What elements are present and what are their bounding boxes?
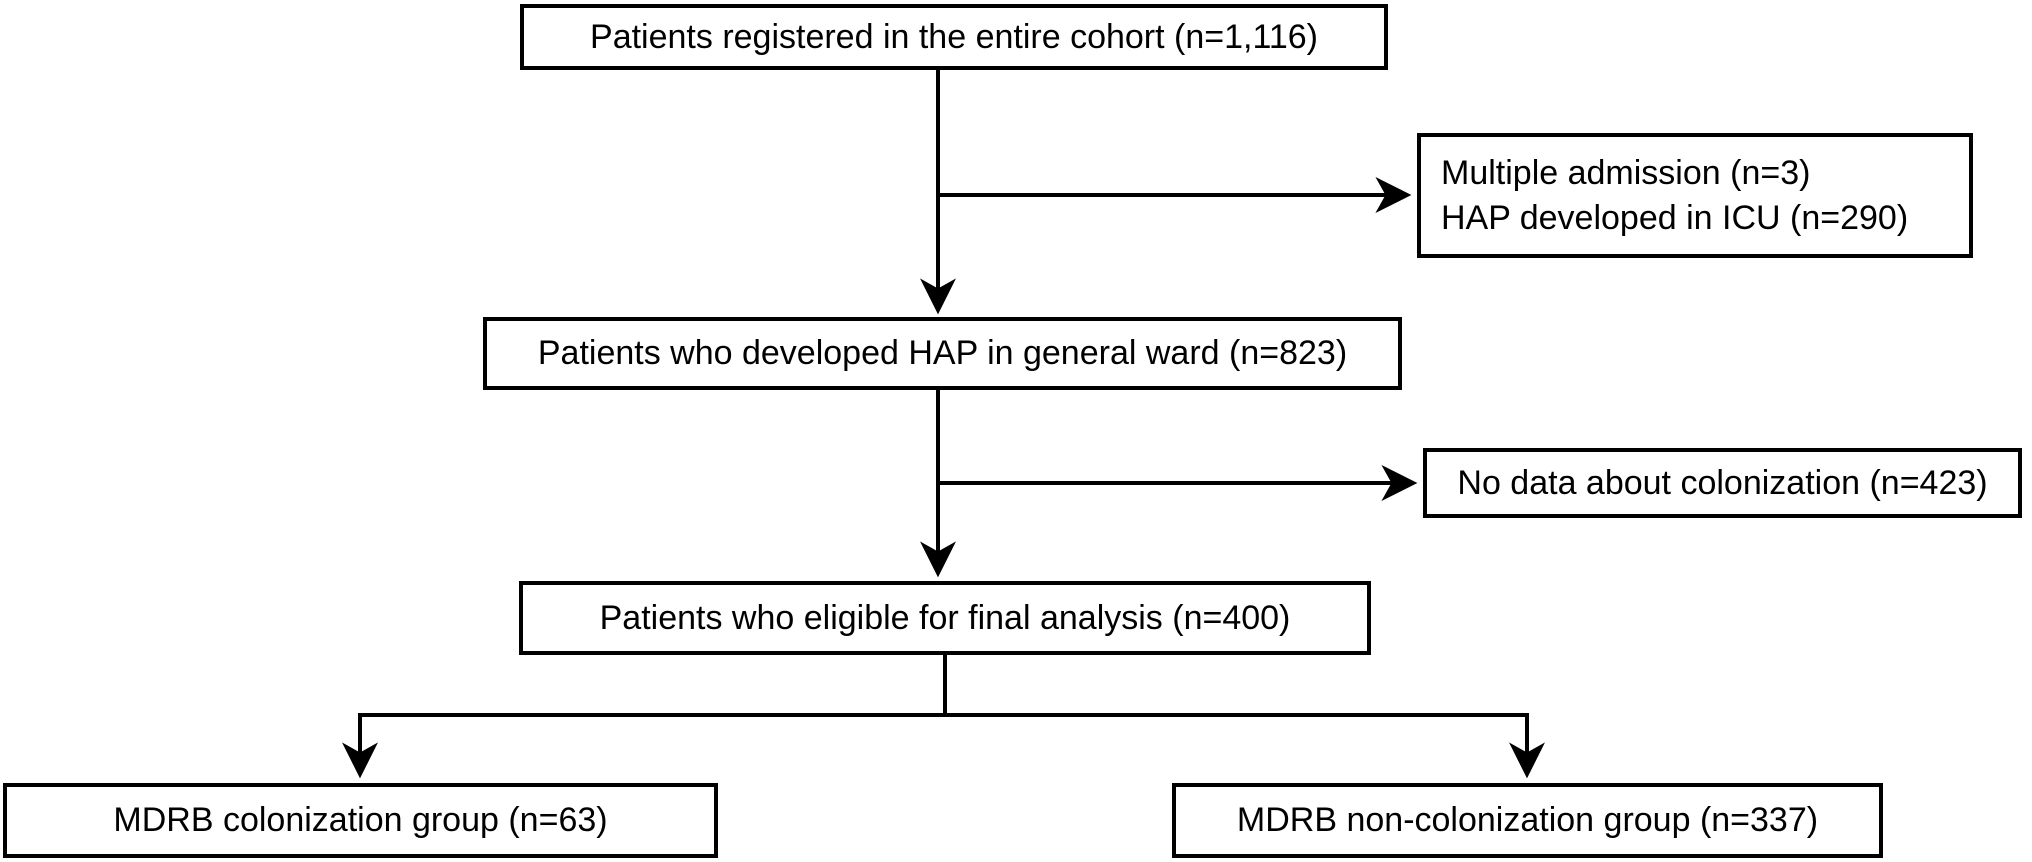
node-mdrb-colonization-label: MDRB colonization group (n=63) xyxy=(113,801,608,840)
node-mdrb-colonization: MDRB colonization group (n=63) xyxy=(3,783,718,858)
node-cohort-label: Patients registered in the entire cohort… xyxy=(590,17,1318,56)
node-excluded-icu: Multiple admission (n=3) HAP developed i… xyxy=(1417,133,1973,258)
node-final-analysis-label: Patients who eligible for final analysis… xyxy=(599,598,1291,637)
node-excluded-no-colonization-data-label: No data about colonization (n=423) xyxy=(1457,463,1988,502)
node-excluded-icu-line2: HAP developed in ICU (n=290) xyxy=(1441,198,1909,237)
node-hap-general-ward: Patients who developed HAP in general wa… xyxy=(483,317,1402,390)
node-excluded-icu-line1: Multiple admission (n=3) xyxy=(1441,153,1811,192)
node-hap-general-ward-label: Patients who developed HAP in general wa… xyxy=(537,334,1348,373)
node-mdrb-non-colonization: MDRB non-colonization group (n=337) xyxy=(1172,783,1883,858)
connector-final-split-trunk xyxy=(360,655,1527,717)
node-final-analysis: Patients who eligible for final analysis… xyxy=(519,581,1371,655)
node-excluded-no-colonization-data: No data about colonization (n=423) xyxy=(1423,448,2022,518)
node-mdrb-non-colonization-label: MDRB non-colonization group (n=337) xyxy=(1236,801,1819,840)
node-cohort: Patients registered in the entire cohort… xyxy=(520,4,1388,70)
